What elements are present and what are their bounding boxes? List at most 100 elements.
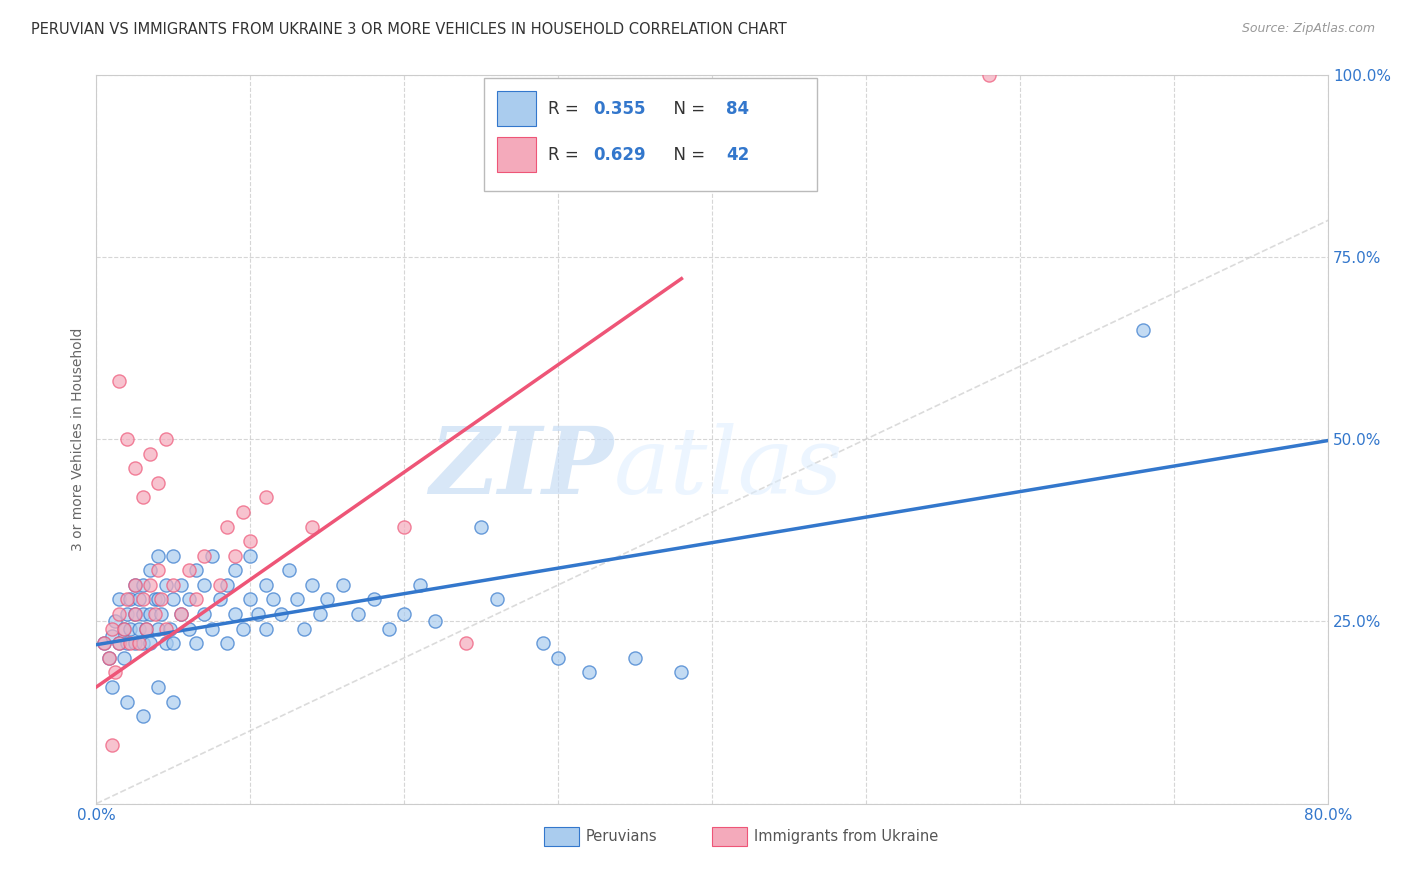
Point	[155, 636, 177, 650]
Point	[186, 592, 208, 607]
Point	[671, 665, 693, 680]
Point	[108, 636, 131, 650]
Point	[262, 592, 284, 607]
Point	[100, 680, 122, 694]
Point	[301, 578, 323, 592]
Text: Source: ZipAtlas.com: Source: ZipAtlas.com	[1241, 22, 1375, 36]
Point	[135, 622, 157, 636]
Point	[394, 607, 416, 621]
Point	[201, 622, 224, 636]
Point	[193, 607, 215, 621]
Text: N =: N =	[664, 100, 710, 118]
Point	[193, 578, 215, 592]
Point	[108, 374, 131, 388]
Text: 84: 84	[725, 100, 749, 118]
Point	[177, 622, 200, 636]
Point	[347, 607, 370, 621]
Point	[146, 680, 169, 694]
Point	[332, 578, 354, 592]
Point	[124, 578, 146, 592]
Point	[124, 578, 146, 592]
Text: 0.629: 0.629	[593, 145, 645, 164]
Point	[93, 636, 115, 650]
Point	[254, 622, 277, 636]
Point	[547, 650, 569, 665]
Point	[155, 578, 177, 592]
Point	[104, 665, 127, 680]
Point	[170, 607, 193, 621]
Point	[394, 519, 416, 533]
Point	[120, 636, 142, 650]
Point	[100, 622, 122, 636]
Point	[120, 622, 142, 636]
Point	[177, 592, 200, 607]
Point	[531, 636, 554, 650]
Point	[108, 607, 131, 621]
Point	[177, 563, 200, 577]
Point	[217, 578, 239, 592]
Point	[115, 592, 138, 607]
Point	[112, 622, 135, 636]
Point	[155, 432, 177, 446]
Text: R =: R =	[548, 145, 585, 164]
Point	[115, 694, 138, 708]
Point	[239, 592, 262, 607]
Point	[247, 607, 270, 621]
Point	[115, 607, 138, 621]
Point	[146, 592, 169, 607]
Point	[112, 622, 135, 636]
Y-axis label: 3 or more Vehicles in Household: 3 or more Vehicles in Household	[72, 327, 86, 550]
Point	[624, 650, 647, 665]
Point	[301, 519, 323, 533]
Point	[186, 563, 208, 577]
Point	[378, 622, 401, 636]
Point	[363, 592, 385, 607]
Point	[124, 607, 146, 621]
Point	[131, 592, 153, 607]
Point	[201, 549, 224, 563]
Text: R =: R =	[548, 100, 585, 118]
Point	[162, 578, 184, 592]
Point	[146, 563, 169, 577]
Point	[239, 534, 262, 549]
Point	[217, 636, 239, 650]
Point	[217, 519, 239, 533]
Point	[115, 636, 138, 650]
Point	[224, 549, 246, 563]
Point	[97, 650, 120, 665]
Point	[316, 592, 339, 607]
Point	[254, 578, 277, 592]
Point	[193, 549, 215, 563]
Point	[135, 622, 157, 636]
Point	[124, 461, 146, 475]
Point	[162, 592, 184, 607]
Point	[454, 636, 477, 650]
Point	[146, 622, 169, 636]
Point	[108, 592, 131, 607]
Point	[139, 607, 162, 621]
Point	[254, 491, 277, 505]
Point	[308, 607, 330, 621]
Point	[292, 622, 315, 636]
Point	[115, 432, 138, 446]
Point	[97, 650, 120, 665]
Point	[150, 592, 173, 607]
Point	[128, 636, 150, 650]
Point	[409, 578, 432, 592]
FancyBboxPatch shape	[484, 78, 817, 191]
Point	[131, 578, 153, 592]
Point	[239, 549, 262, 563]
Text: ZIP: ZIP	[429, 423, 613, 513]
Point	[124, 607, 146, 621]
Point	[170, 607, 193, 621]
Point	[131, 491, 153, 505]
Point	[120, 592, 142, 607]
Point	[124, 636, 146, 650]
Point	[270, 607, 292, 621]
Point	[162, 549, 184, 563]
Point	[208, 592, 231, 607]
Text: 42: 42	[725, 145, 749, 164]
Point	[224, 563, 246, 577]
Point	[112, 650, 135, 665]
Point	[285, 592, 308, 607]
